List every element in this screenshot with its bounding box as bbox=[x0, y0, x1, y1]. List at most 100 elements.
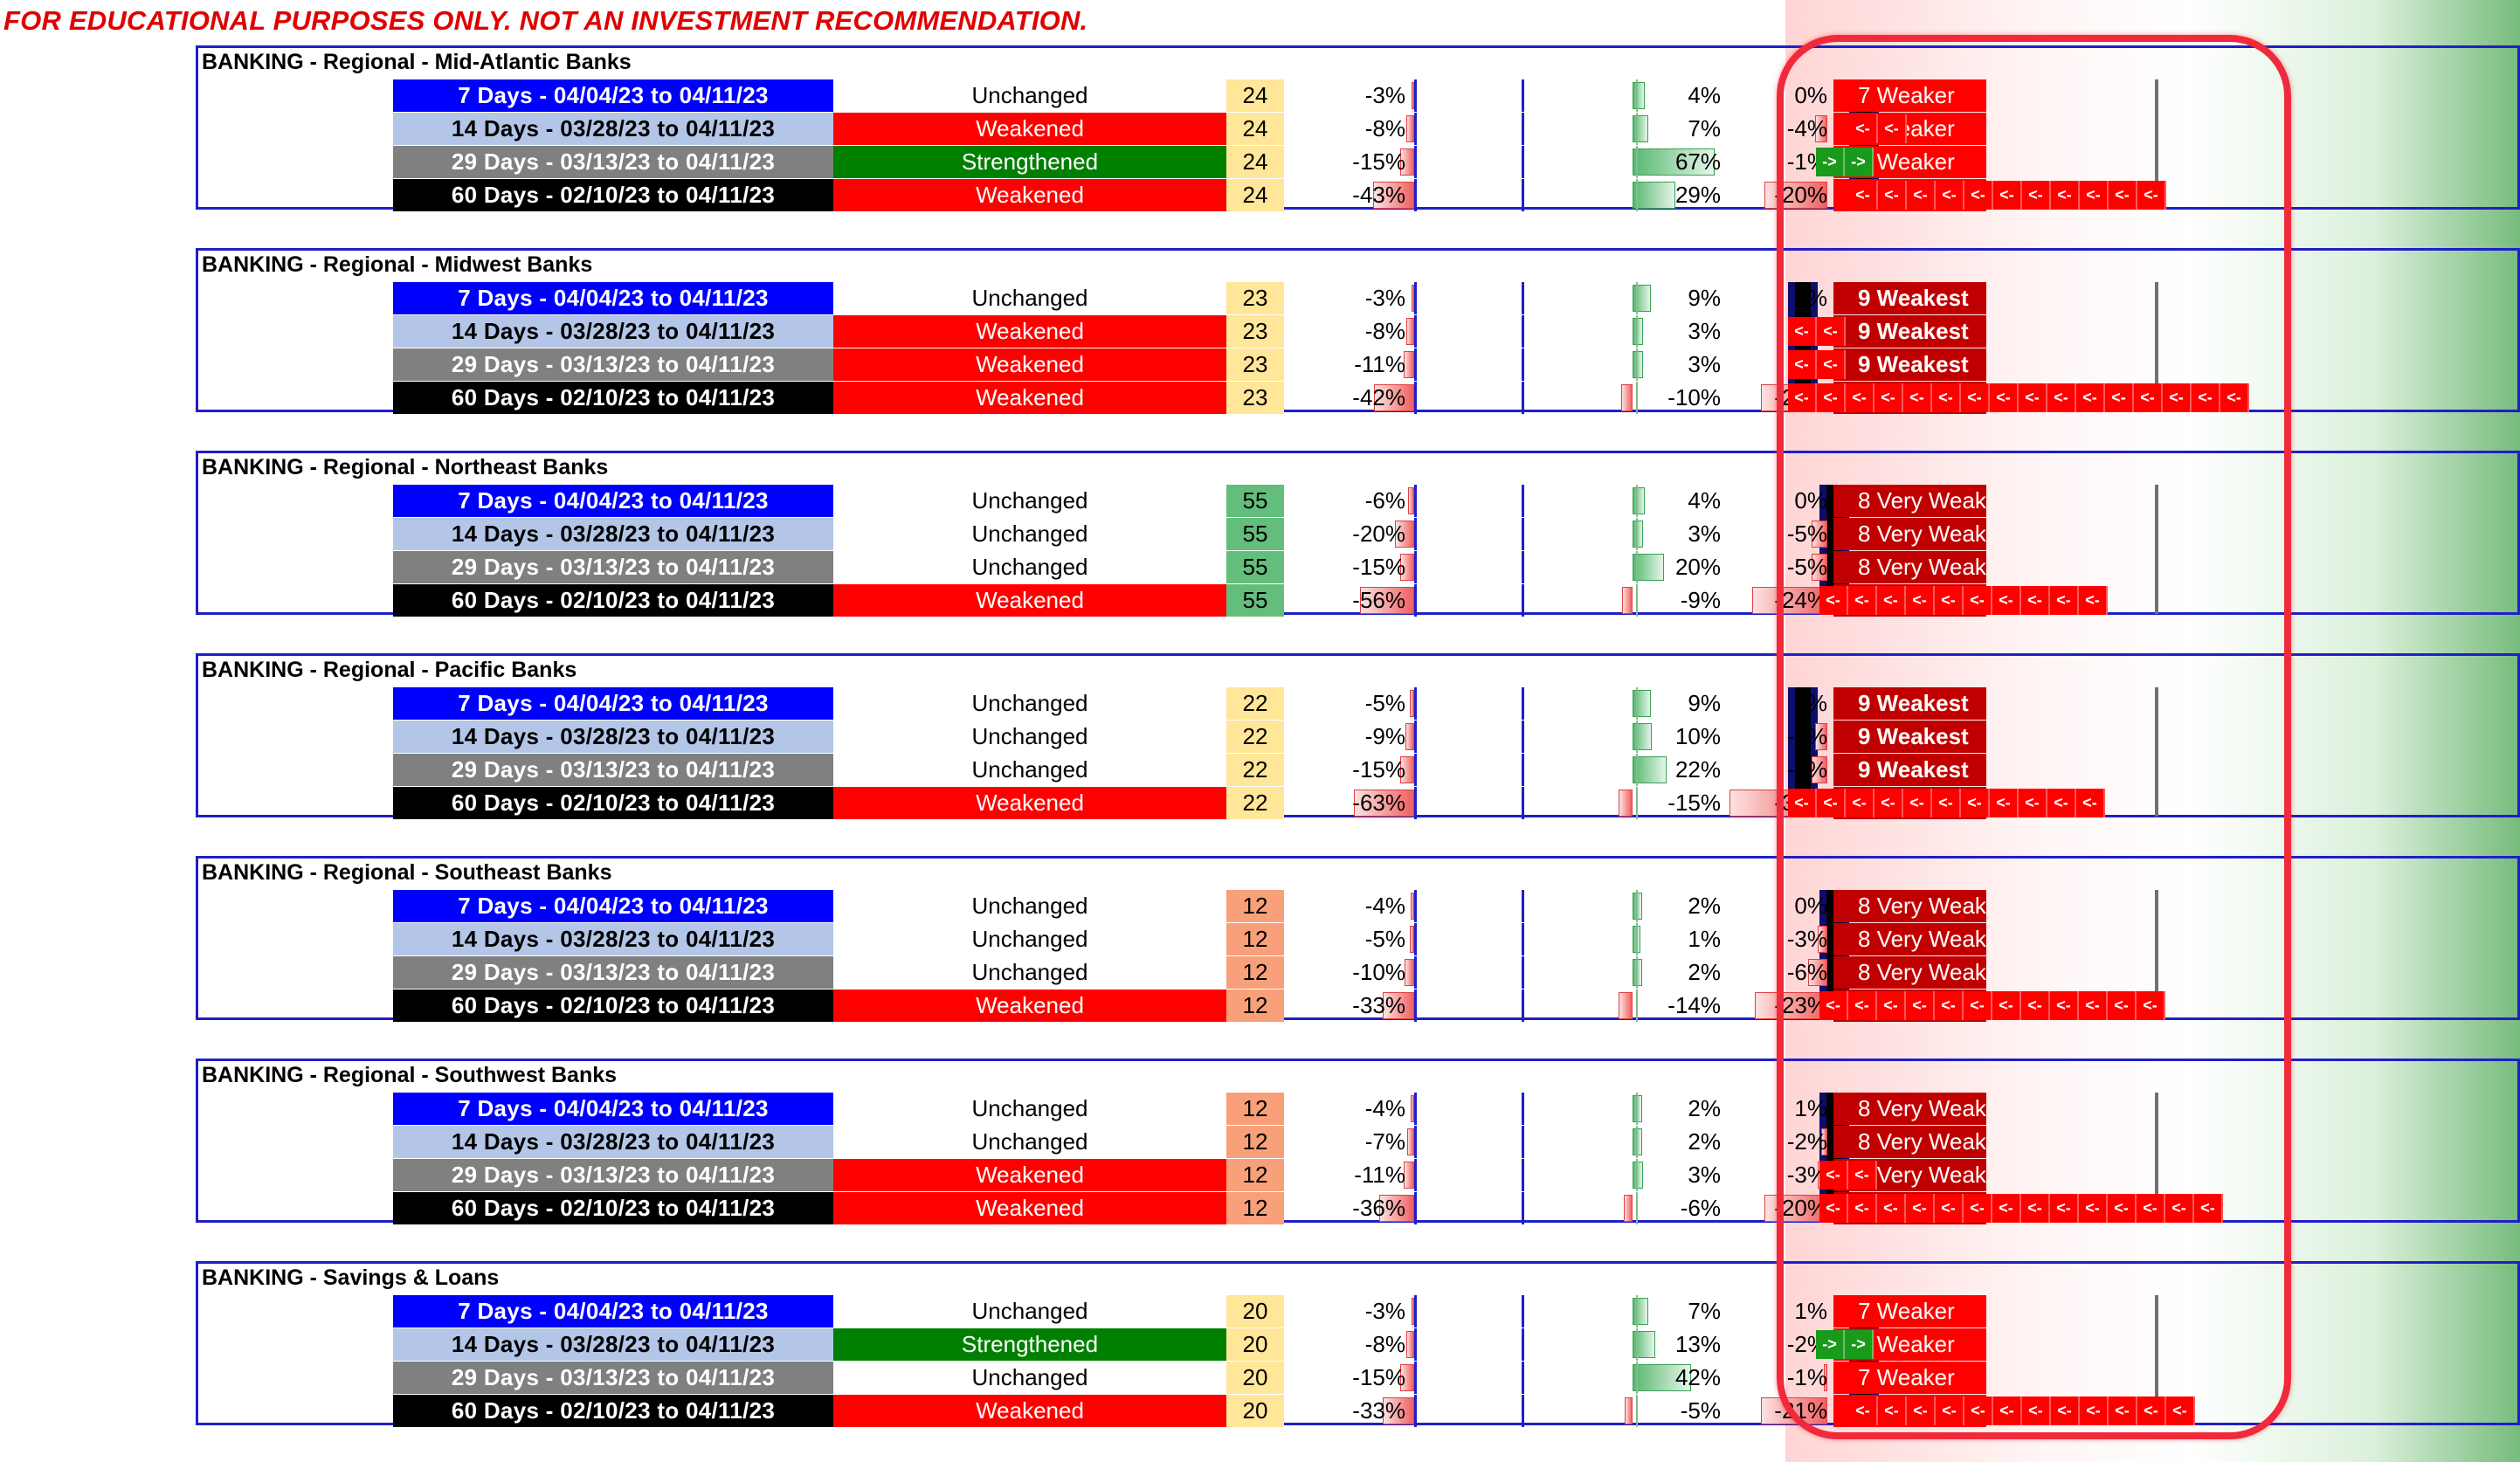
change-pct-1-value: -5% bbox=[1364, 926, 1405, 952]
status-badge: Weakened bbox=[833, 1159, 1226, 1191]
left-arrow-icon: <- bbox=[1846, 383, 1874, 412]
change-pct-1: -9% bbox=[1308, 721, 1430, 753]
trend-arrows: <- <- <- <- <- <- <- <- <- <- <- <- <- <- <- <- bbox=[1788, 383, 2249, 412]
left-arrow-icon: <- bbox=[1817, 317, 1846, 346]
rank-value: 55 bbox=[1226, 518, 1284, 550]
left-arrow-icon: <- bbox=[1992, 991, 2021, 1020]
change-pct-2: -15% bbox=[1439, 787, 1721, 819]
change-pct-1-value: -15% bbox=[1352, 756, 1405, 783]
positive-bar bbox=[1633, 554, 1664, 581]
change-pct-2-value: 3% bbox=[1688, 318, 1721, 344]
column-divider bbox=[1522, 1126, 1524, 1158]
change-pct-3: 0% bbox=[1723, 282, 1827, 314]
left-arrow-icon: <- bbox=[1817, 383, 1846, 412]
table-row: 60 Days - 02/10/23 to 04/11/23 Weakened 24… bbox=[198, 179, 2517, 211]
status-badge: Unchanged bbox=[971, 723, 1088, 749]
status-badge: Unchanged bbox=[971, 893, 1088, 919]
left-arrow-icon: <- bbox=[2021, 1194, 2050, 1223]
rank-value: 20 bbox=[1226, 1395, 1284, 1427]
table-row: 29 Days - 03/13/23 to 04/11/23 Weakened 12… bbox=[198, 1159, 2517, 1191]
period-label: 60 Days - 02/10/23 to 04/11/23 bbox=[393, 584, 833, 617]
change-pct-3: -4% bbox=[1723, 113, 1827, 145]
column-divider bbox=[1522, 518, 1524, 550]
negative-bar bbox=[1411, 285, 1414, 312]
change-pct-3: -23% bbox=[1723, 990, 1827, 1022]
left-arrow-icon: <- bbox=[2080, 1396, 2109, 1425]
change-pct-3: 1% bbox=[1723, 1093, 1827, 1125]
change-pct-2-value: 67% bbox=[1674, 148, 1721, 175]
trend-arrows: <- <- bbox=[1819, 1161, 1877, 1190]
left-arrow-icon: <- bbox=[1874, 789, 1903, 817]
table-row: 14 Days - 03/28/23 to 04/11/23 Unchanged 2… bbox=[198, 721, 2517, 753]
period-label: 14 Days - 03/28/23 to 04/11/23 bbox=[393, 1328, 833, 1361]
rank-value: 22 bbox=[1226, 687, 1284, 720]
table-row: 60 Days - 02/10/23 to 04/11/23 Weakened 12… bbox=[198, 990, 2517, 1022]
rank-value: 55 bbox=[1226, 551, 1284, 583]
left-arrow-icon: <- bbox=[2021, 586, 2050, 615]
group-title: BANKING - Savings & Loans bbox=[202, 1265, 500, 1290]
table-row: 14 Days - 03/28/23 to 04/11/23 Weakened 23… bbox=[198, 315, 2517, 348]
column-divider bbox=[1522, 146, 1524, 178]
axis-line bbox=[1414, 721, 1417, 753]
column-divider bbox=[1636, 990, 1638, 1022]
rank-value: 12 bbox=[1226, 890, 1284, 922]
left-arrow-icon: <- bbox=[2137, 991, 2165, 1020]
change-pct-2: 9% bbox=[1439, 282, 1721, 314]
trend-arrows: <- <- <- <- <- <- <- <- <- <- <- <- bbox=[1849, 1396, 2195, 1425]
negative-bar bbox=[1399, 1364, 1414, 1391]
table-row: 60 Days - 02/10/23 to 04/11/23 Weakened 55… bbox=[198, 584, 2517, 617]
change-pct-2-value: 3% bbox=[1688, 351, 1721, 377]
change-pct-1-value: -8% bbox=[1364, 318, 1405, 344]
column-divider bbox=[1636, 754, 1638, 786]
column-divider bbox=[1522, 1159, 1524, 1191]
change-pct-2: 9% bbox=[1439, 687, 1721, 720]
negative-bar bbox=[1814, 115, 1827, 142]
rank-value: 12 bbox=[1226, 1192, 1284, 1224]
rank-value: 23 bbox=[1226, 348, 1284, 381]
change-pct-1: -8% bbox=[1308, 1328, 1430, 1361]
status-badge: Weakened bbox=[833, 787, 1226, 819]
left-arrow-icon: <- bbox=[1903, 383, 1932, 412]
rank-value: 12 bbox=[1226, 956, 1284, 989]
change-pct-1-value: -6% bbox=[1364, 487, 1405, 514]
column-divider bbox=[1636, 382, 1638, 414]
column-divider bbox=[1522, 315, 1524, 348]
axis-line bbox=[1414, 348, 1417, 381]
change-pct-3-value: -3% bbox=[1786, 926, 1827, 952]
left-arrow-icon: <- bbox=[1877, 1194, 1906, 1223]
left-arrow-icon: <- bbox=[2137, 1194, 2165, 1223]
left-arrow-icon: <- bbox=[1788, 383, 1817, 412]
change-pct-2: 67% bbox=[1439, 146, 1721, 178]
group-title: BANKING - Regional - Mid-Atlantic Banks bbox=[202, 50, 632, 74]
change-pct-2-value: -15% bbox=[1667, 790, 1721, 816]
status-badge: Weakened bbox=[833, 179, 1226, 211]
column-divider bbox=[1636, 485, 1638, 517]
change-pct-1-value: -15% bbox=[1352, 148, 1405, 175]
change-pct-1-value: -36% bbox=[1352, 1195, 1405, 1221]
change-pct-2: 22% bbox=[1439, 754, 1721, 786]
left-arrow-icon: <- bbox=[2165, 1194, 2194, 1223]
axis-line bbox=[1414, 315, 1417, 348]
change-pct-1-value: -9% bbox=[1364, 723, 1405, 749]
left-arrow-icon: <- bbox=[2192, 383, 2220, 412]
change-pct-1: -15% bbox=[1308, 754, 1430, 786]
period-label: 29 Days - 03/13/23 to 04/11/23 bbox=[393, 956, 833, 989]
trend-arrows: <- <- bbox=[1788, 317, 1846, 346]
column-divider bbox=[1636, 721, 1638, 753]
table-row: 29 Days - 03/13/23 to 04/11/23 Unchanged 2… bbox=[198, 754, 2517, 786]
positive-bar bbox=[1633, 318, 1644, 345]
strength-label: 7 Weaker bbox=[1833, 1362, 1986, 1394]
negative-bar bbox=[1406, 1331, 1414, 1358]
change-pct-3-value: -5% bbox=[1786, 554, 1827, 580]
left-arrow-icon: <- bbox=[1819, 586, 1848, 615]
period-label: 14 Days - 03/28/23 to 04/11/23 bbox=[393, 315, 833, 348]
period-label: 14 Days - 03/28/23 to 04/11/23 bbox=[393, 721, 833, 753]
strength-label: 8 Very Weak bbox=[1833, 956, 1986, 989]
left-arrow-icon: <- bbox=[1906, 1194, 1935, 1223]
status-badge: Unchanged bbox=[971, 756, 1088, 783]
change-pct-3-value: -5% bbox=[1786, 521, 1827, 547]
column-divider bbox=[1522, 485, 1524, 517]
negative-bar bbox=[1409, 690, 1414, 717]
change-pct-1: -33% bbox=[1308, 990, 1430, 1022]
column-divider bbox=[1522, 348, 1524, 381]
